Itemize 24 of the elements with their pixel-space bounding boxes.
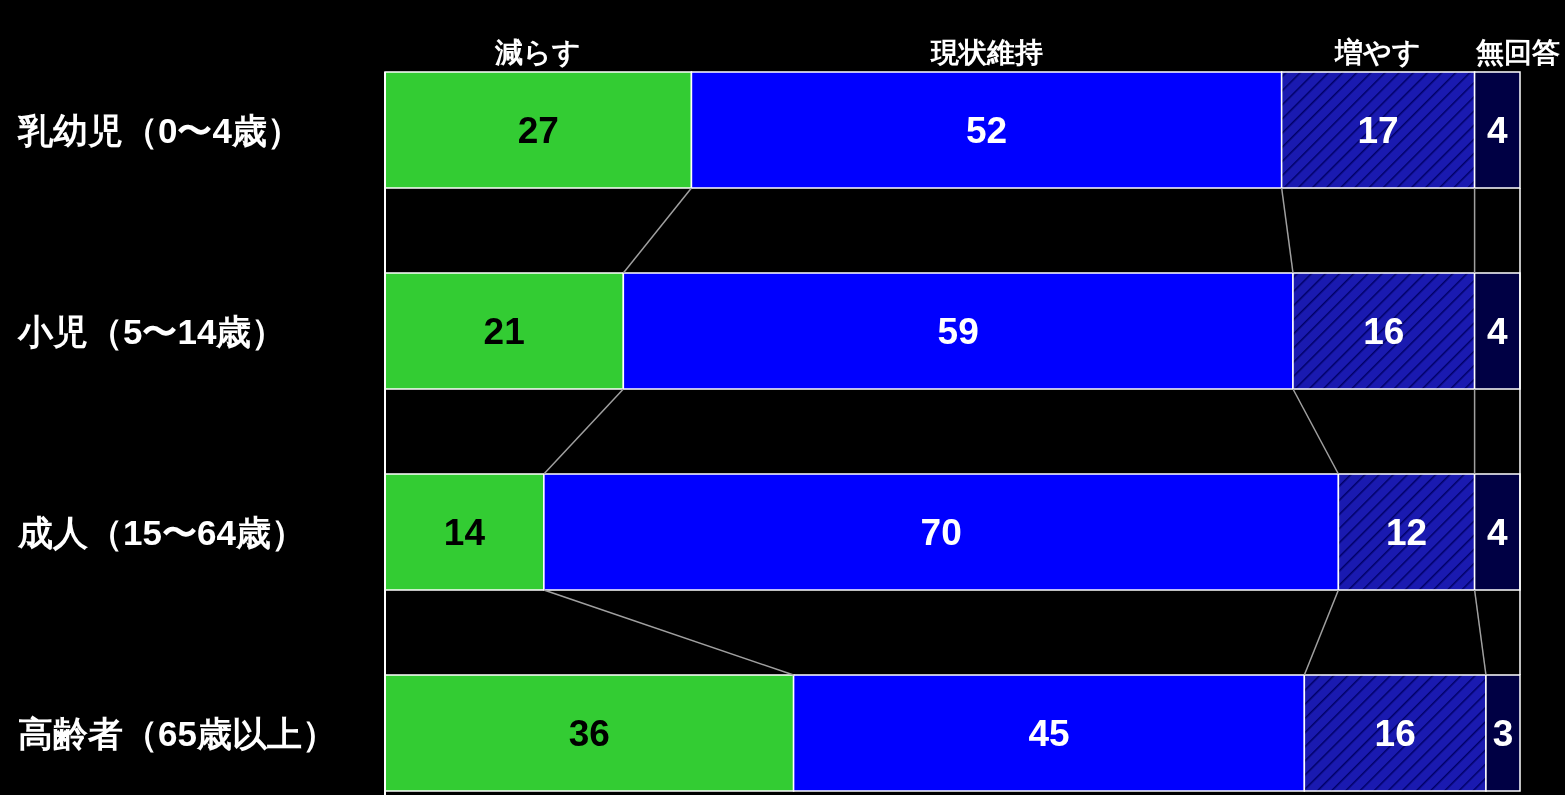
data-label: 3 <box>1492 713 1514 754</box>
data-label: 4 <box>1487 110 1509 151</box>
data-label: 70 <box>920 512 962 553</box>
series-label: 増やす <box>1334 37 1422 68</box>
series-label: 減らす <box>494 37 582 68</box>
data-label: 52 <box>965 110 1008 151</box>
data-label: 12 <box>1385 512 1428 553</box>
series-label: 現状維持 <box>929 37 1043 68</box>
series-label: 無回答 <box>1474 37 1560 68</box>
data-label: 59 <box>937 311 979 352</box>
data-label: 16 <box>1363 311 1405 352</box>
data-label: 45 <box>1028 713 1070 754</box>
y-tick-label: 成人（15〜64歳） <box>17 513 306 552</box>
data-label: 27 <box>517 110 559 151</box>
data-label: 16 <box>1374 713 1416 754</box>
data-label: 36 <box>568 713 610 754</box>
y-tick-label: 乳幼児（0〜4歳） <box>17 111 302 150</box>
data-label: 14 <box>443 512 486 553</box>
y-tick-label: 高齢者（65歳以上） <box>18 714 337 753</box>
data-label: 4 <box>1487 512 1509 553</box>
data-label: 4 <box>1487 311 1509 352</box>
data-label: 17 <box>1357 110 1399 151</box>
data-label: 21 <box>483 311 525 352</box>
y-tick-label: 小児（5〜14歳） <box>17 312 287 351</box>
